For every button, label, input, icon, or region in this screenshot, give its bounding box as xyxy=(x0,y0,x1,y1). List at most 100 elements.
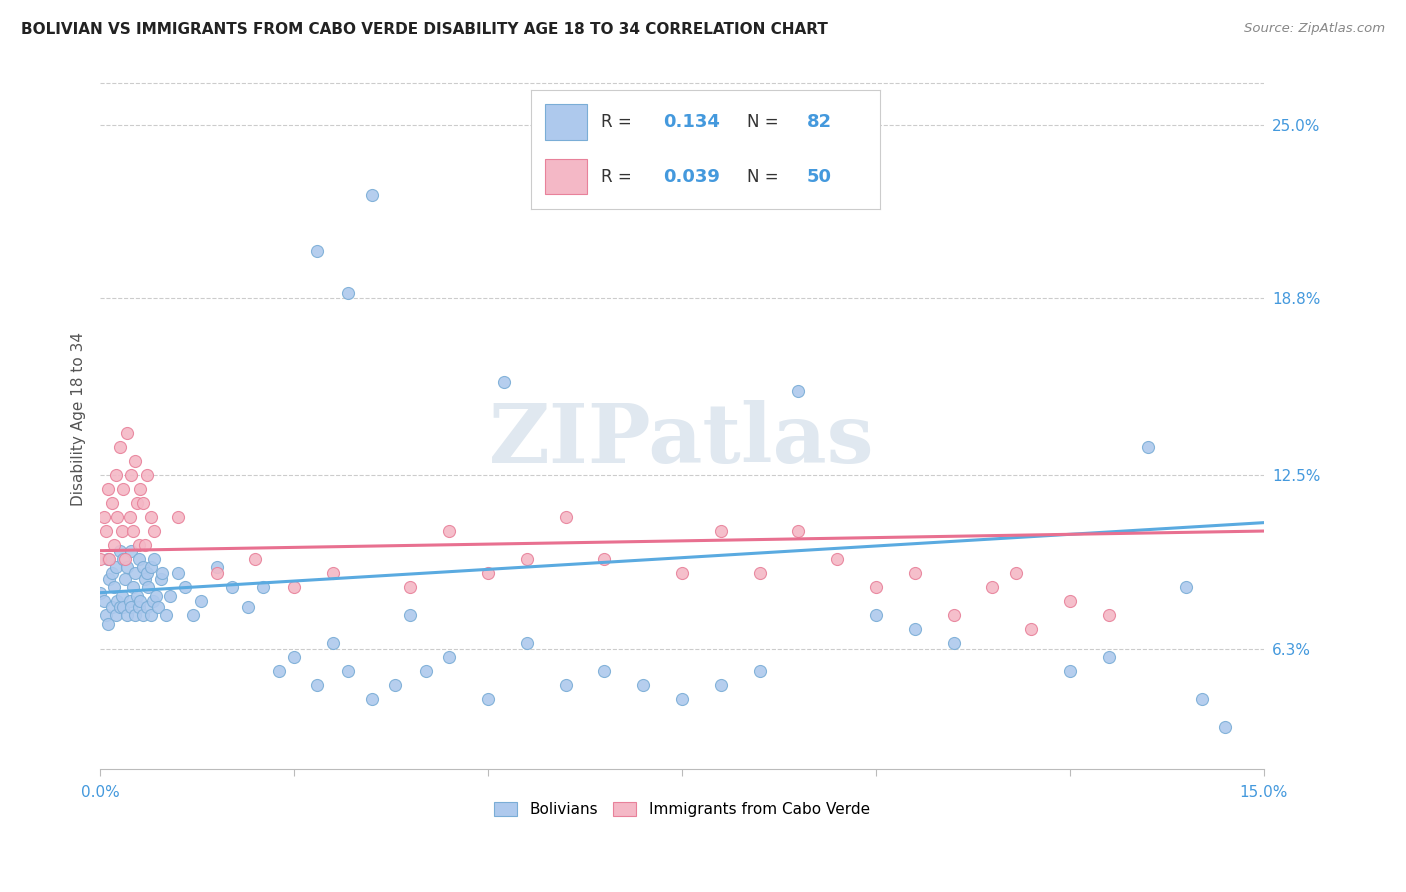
Point xyxy=(322,636,344,650)
Point xyxy=(93,510,115,524)
Point xyxy=(174,580,197,594)
Point xyxy=(118,594,141,608)
Point xyxy=(245,552,267,566)
Point xyxy=(593,552,616,566)
Point xyxy=(117,608,139,623)
Point xyxy=(135,467,157,482)
Point xyxy=(787,524,810,538)
Point xyxy=(112,599,135,614)
Point xyxy=(360,187,382,202)
Point xyxy=(100,599,122,614)
Point xyxy=(121,580,143,594)
Point xyxy=(89,585,111,599)
Point xyxy=(554,510,576,524)
Point xyxy=(554,678,576,692)
Point xyxy=(104,560,127,574)
Text: Source: ZipAtlas.com: Source: ZipAtlas.com xyxy=(1244,22,1385,36)
Point xyxy=(981,580,1004,594)
Point xyxy=(360,692,382,706)
Point xyxy=(129,482,152,496)
Point xyxy=(205,566,228,580)
Point xyxy=(787,384,810,398)
Point xyxy=(155,608,177,623)
Point xyxy=(139,510,162,524)
Point xyxy=(1213,720,1236,734)
Point xyxy=(439,524,461,538)
Point xyxy=(748,566,770,580)
Point xyxy=(97,482,120,496)
Point xyxy=(120,543,142,558)
Point xyxy=(190,594,212,608)
Point xyxy=(120,467,142,482)
Point xyxy=(1136,440,1159,454)
Point xyxy=(124,608,146,623)
Point xyxy=(748,664,770,678)
Point xyxy=(942,636,965,650)
Point xyxy=(117,425,139,440)
Legend: Bolivians, Immigrants from Cabo Verde: Bolivians, Immigrants from Cabo Verde xyxy=(486,795,877,825)
Point xyxy=(145,589,167,603)
Point xyxy=(104,467,127,482)
Point xyxy=(1019,622,1042,636)
Point xyxy=(150,566,173,580)
Point xyxy=(118,510,141,524)
Point xyxy=(128,599,150,614)
Point xyxy=(135,599,157,614)
Point xyxy=(135,566,157,580)
Point xyxy=(166,566,188,580)
Point xyxy=(111,589,134,603)
Point xyxy=(108,440,131,454)
Point xyxy=(143,552,166,566)
Point xyxy=(399,580,422,594)
Point xyxy=(148,599,170,614)
Point xyxy=(516,636,538,650)
Point xyxy=(121,524,143,538)
Y-axis label: Disability Age 18 to 34: Disability Age 18 to 34 xyxy=(72,332,86,506)
Point xyxy=(96,524,118,538)
Point xyxy=(1004,566,1026,580)
Point xyxy=(112,552,135,566)
Point xyxy=(825,552,848,566)
Point xyxy=(236,599,259,614)
Point xyxy=(127,589,149,603)
Point xyxy=(128,538,150,552)
Point xyxy=(96,608,118,623)
Point xyxy=(129,594,152,608)
Point xyxy=(221,580,243,594)
Point xyxy=(267,664,290,678)
Point xyxy=(159,589,181,603)
Point xyxy=(633,678,655,692)
Point xyxy=(322,566,344,580)
Point xyxy=(134,572,156,586)
Point xyxy=(166,510,188,524)
Point xyxy=(1098,608,1121,623)
Point xyxy=(132,496,155,510)
Point xyxy=(98,552,121,566)
Point xyxy=(865,580,887,594)
Point xyxy=(710,678,733,692)
Text: ZIPatlas: ZIPatlas xyxy=(489,400,875,480)
Point xyxy=(103,538,125,552)
Point xyxy=(492,376,515,390)
Point xyxy=(93,594,115,608)
Point xyxy=(415,664,437,678)
Point xyxy=(593,664,616,678)
Point xyxy=(128,552,150,566)
Point xyxy=(904,622,927,636)
Point xyxy=(865,608,887,623)
Point xyxy=(100,566,122,580)
Point xyxy=(105,594,128,608)
Point xyxy=(114,552,136,566)
Point xyxy=(89,552,111,566)
Point xyxy=(132,560,155,574)
Point xyxy=(1191,692,1213,706)
Point xyxy=(1175,580,1198,594)
Point xyxy=(124,454,146,468)
Point xyxy=(384,678,406,692)
Point xyxy=(124,566,146,580)
Text: BOLIVIAN VS IMMIGRANTS FROM CABO VERDE DISABILITY AGE 18 TO 34 CORRELATION CHART: BOLIVIAN VS IMMIGRANTS FROM CABO VERDE D… xyxy=(21,22,828,37)
Point xyxy=(181,608,204,623)
Point xyxy=(132,608,155,623)
Point xyxy=(139,560,162,574)
Point xyxy=(143,524,166,538)
